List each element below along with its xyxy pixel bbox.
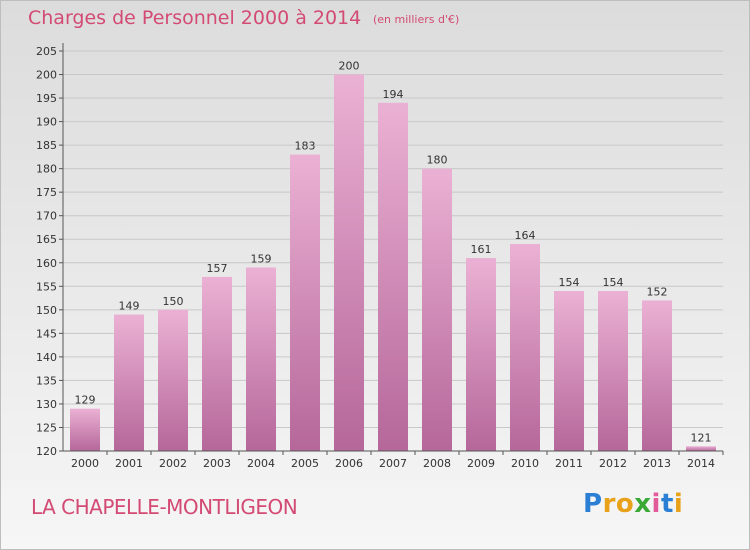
bar (554, 291, 584, 451)
x-tick-label: 2007 (379, 457, 407, 470)
bar (334, 74, 364, 451)
data-label: 154 (559, 276, 580, 289)
logo-letter: x (634, 489, 652, 519)
data-label: 129 (75, 394, 96, 407)
x-tick-label: 2002 (159, 457, 187, 470)
axes: 1201251301351401451501551601651701751801… (36, 43, 724, 470)
x-tick-label: 2014 (687, 457, 715, 470)
x-tick-label: 2003 (203, 457, 231, 470)
x-tick-label: 2005 (291, 457, 319, 470)
data-label: 194 (383, 88, 404, 101)
y-tick-label: 170 (36, 210, 57, 223)
bars: 129 149 150 157 159 183 200 194 180 161 164 154 154 1… (70, 60, 716, 451)
data-label: 161 (471, 243, 492, 256)
data-label: 121 (691, 431, 712, 444)
x-tick-label: 2010 (511, 457, 539, 470)
y-tick-label: 180 (36, 163, 57, 176)
commune-name: LA CHAPELLE-MONTLIGEON (31, 495, 298, 519)
x-tick-label: 2001 (115, 457, 143, 470)
y-tick-label: 175 (36, 186, 57, 199)
bar (158, 309, 188, 451)
y-tick-label: 150 (36, 304, 57, 317)
logo-letter: o (615, 489, 635, 519)
data-label: 183 (295, 140, 316, 153)
bar (598, 291, 628, 451)
x-tick-label: 2000 (71, 457, 99, 470)
chart-title: Charges de Personnel 2000 à 2014 (28, 7, 362, 29)
data-label: 200 (339, 60, 360, 73)
bar (510, 243, 540, 451)
y-tick-label: 130 (36, 398, 57, 411)
data-label: 164 (515, 229, 536, 242)
data-label: 149 (119, 300, 140, 313)
logo-letter: i (673, 489, 684, 519)
logo-letter: i (651, 489, 661, 519)
bar (290, 154, 320, 451)
y-tick-label: 125 (36, 421, 57, 434)
y-tick-label: 155 (36, 280, 57, 293)
bar (466, 258, 496, 451)
y-tick-label: 205 (36, 45, 57, 58)
x-tick-label: 2012 (599, 457, 627, 470)
y-tick-label: 120 (36, 445, 57, 458)
y-tick-label: 185 (36, 139, 57, 152)
proxiti-logo: Proxiti (583, 489, 683, 519)
y-tick-label: 160 (36, 257, 57, 270)
data-label: 180 (427, 154, 448, 167)
logo-letter: P (583, 489, 603, 519)
data-label: 159 (251, 252, 272, 265)
bar (246, 267, 276, 451)
y-tick-label: 200 (36, 69, 57, 82)
data-label: 154 (603, 276, 624, 289)
bar (422, 168, 452, 451)
x-tick-label: 2011 (555, 457, 583, 470)
x-tick-label: 2013 (643, 457, 671, 470)
y-tick-label: 190 (36, 116, 57, 129)
y-tick-label: 135 (36, 374, 57, 387)
y-tick-label: 140 (36, 351, 57, 364)
data-label: 150 (163, 295, 184, 308)
x-tick-label: 2009 (467, 457, 495, 470)
bar (114, 314, 144, 451)
bar (642, 300, 672, 451)
x-tick-label: 2004 (247, 457, 275, 470)
data-label: 152 (647, 285, 668, 298)
y-tick-label: 165 (36, 233, 57, 246)
chart-subtitle: (en milliers d'€) (373, 13, 460, 26)
y-tick-label: 145 (36, 327, 57, 340)
bar (378, 102, 408, 451)
bar (202, 276, 232, 451)
bar (70, 408, 100, 451)
logo-letter: r (602, 489, 616, 519)
data-label: 157 (207, 262, 228, 275)
bar (686, 446, 716, 451)
y-tick-label: 195 (36, 92, 57, 105)
x-tick-label: 2006 (335, 457, 363, 470)
x-tick-label: 2008 (423, 457, 451, 470)
logo-letter: t (660, 489, 674, 519)
